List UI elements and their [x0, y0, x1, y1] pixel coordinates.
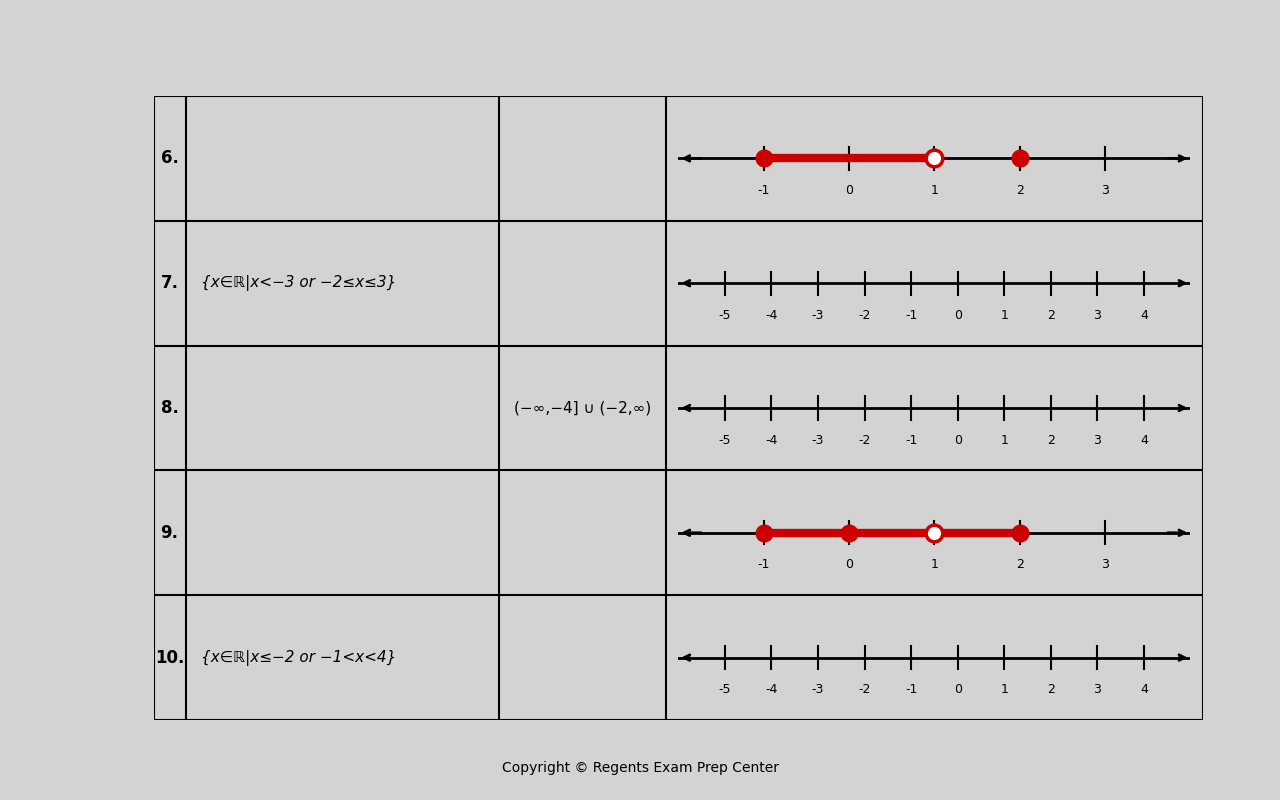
Text: -5: -5	[718, 434, 731, 446]
Text: -3: -3	[812, 309, 824, 322]
Text: {x∈ℝ|x<−3 or −2≤x≤3}: {x∈ℝ|x<−3 or −2≤x≤3}	[201, 275, 397, 291]
Text: 3: 3	[1093, 434, 1101, 446]
Text: 1: 1	[1000, 309, 1009, 322]
Text: 0: 0	[845, 184, 852, 197]
Text: 3: 3	[1101, 184, 1108, 197]
Text: 8.: 8.	[161, 399, 178, 417]
Text: 4: 4	[1140, 309, 1148, 322]
Text: 9.: 9.	[160, 524, 179, 542]
Text: 1: 1	[1000, 683, 1009, 696]
Text: 2: 2	[1047, 309, 1055, 322]
Text: -2: -2	[859, 683, 870, 696]
Text: -1: -1	[905, 434, 918, 446]
Text: 0: 0	[954, 683, 961, 696]
Text: 2: 2	[1016, 184, 1024, 197]
Text: 6.: 6.	[161, 150, 178, 167]
Text: -4: -4	[765, 434, 778, 446]
Text: 0: 0	[954, 309, 961, 322]
Text: 0: 0	[954, 434, 961, 446]
Text: 3: 3	[1093, 309, 1101, 322]
Text: -4: -4	[765, 683, 778, 696]
Text: -3: -3	[812, 683, 824, 696]
Text: 3: 3	[1093, 683, 1101, 696]
Text: -1: -1	[905, 309, 918, 322]
Text: -1: -1	[905, 683, 918, 696]
Text: 10.: 10.	[155, 649, 184, 666]
Text: 2: 2	[1047, 434, 1055, 446]
Text: (−∞,−4] ∪ (−2,∞): (−∞,−4] ∪ (−2,∞)	[513, 401, 652, 415]
Text: 1: 1	[931, 558, 938, 571]
Text: -5: -5	[718, 683, 731, 696]
Text: 3: 3	[1101, 558, 1108, 571]
Text: 1: 1	[931, 184, 938, 197]
Text: 4: 4	[1140, 434, 1148, 446]
Text: {x∈ℝ|x≤−2 or −1<x<4}: {x∈ℝ|x≤−2 or −1<x<4}	[201, 650, 397, 666]
Text: -1: -1	[758, 558, 771, 571]
Text: -2: -2	[859, 309, 870, 322]
Text: 1: 1	[1000, 434, 1009, 446]
Text: 2: 2	[1047, 683, 1055, 696]
Text: 7.: 7.	[160, 274, 179, 292]
Text: 4: 4	[1140, 683, 1148, 696]
Text: Copyright © Regents Exam Prep Center: Copyright © Regents Exam Prep Center	[502, 761, 778, 775]
Text: 0: 0	[845, 558, 852, 571]
Text: -5: -5	[718, 309, 731, 322]
Text: 2: 2	[1016, 558, 1024, 571]
Text: -4: -4	[765, 309, 778, 322]
Text: -1: -1	[758, 184, 771, 197]
Text: -2: -2	[859, 434, 870, 446]
Text: -3: -3	[812, 434, 824, 446]
